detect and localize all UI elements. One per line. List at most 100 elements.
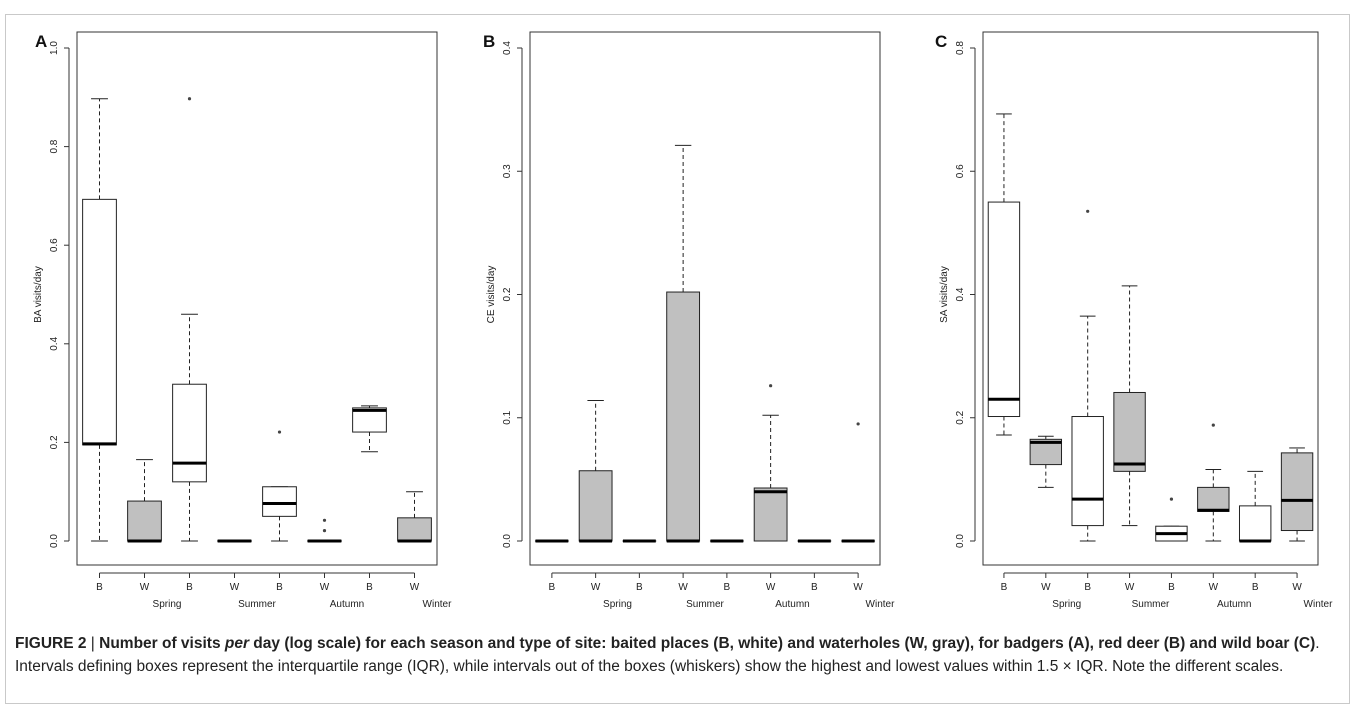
x-tick-label: W [1041,582,1051,593]
box-8 [397,491,432,543]
box-6 [1197,423,1230,542]
box-3 [1071,209,1104,542]
box-1 [82,98,117,542]
x-tick-label: B [1252,582,1259,593]
box-3 [172,97,207,542]
box-iqr [352,407,387,433]
x-tick-label: B [549,582,556,593]
x-tick-label: W [1209,582,1219,593]
box-7 [352,405,387,453]
y-tick-label: 0.6 [955,164,966,178]
x-tick-label: B [186,582,193,593]
caption-title-a: Number of visits [99,635,225,652]
box-iqr [578,470,613,542]
box-iqr [127,500,162,542]
x-tick-label: B [1001,582,1008,593]
box-5 [1155,497,1188,542]
outlier-point [1086,209,1090,213]
x-tick-label: B [724,582,731,593]
figure-frame [5,14,1350,704]
y-tick-label: 0.0 [502,534,513,548]
box-6 [307,518,342,543]
season-label: Winter [1304,599,1334,610]
season-label: Winter [423,599,453,610]
box-7 [1238,470,1272,543]
x-tick-label: W [230,582,240,593]
box-iqr [397,517,432,542]
season-label: Summer [1132,599,1170,610]
caption-figure-label: FIGURE 2 [15,635,87,652]
plot-area [76,31,438,566]
season-label: Summer [238,599,276,610]
x-tick-label: B [96,582,103,593]
x-tick-label: B [276,582,283,593]
outlier-point [277,430,282,434]
outlier-point [1211,423,1215,427]
box-iqr [262,486,297,517]
season-label: Summer [686,599,724,610]
outlier-point [187,97,192,101]
panel-label: B [483,32,495,51]
x-tick-label: W [591,582,601,593]
season-label: Winter [866,599,896,610]
x-tick-label: W [410,582,420,593]
y-axis-label: SA visits/day [939,266,950,323]
y-tick-label: 0.6 [49,238,60,252]
x-tick-label: B [811,582,818,593]
outlier-point [322,529,327,533]
plot-area [529,31,881,566]
caption-separator: | [86,635,100,652]
panel-label: C [935,32,947,51]
box-4 [1113,285,1146,527]
figure-charts: A 0.0 0.2 0.4 0.6 0.8 1.0 BA visits/day B W B W B W B W… [33,31,1334,610]
outlier-point [856,422,860,426]
outlier-point [1169,497,1174,501]
x-tick-label: W [140,582,150,593]
y-axis-label: BA visits/day [33,266,44,323]
box-2 [127,459,162,543]
y-tick-label: 0.2 [49,435,60,449]
x-tick-label: W [320,582,330,593]
y-tick-label: 0.0 [955,534,966,548]
y-tick-label: 0.4 [502,41,513,55]
box-iqr [82,198,117,446]
caption-title-b: day (log scale) for each season and type… [249,635,1316,652]
season-label: Spring [1052,599,1081,610]
box-5 [262,430,297,542]
season-label: Spring [603,599,632,610]
x-tick-label: B [1168,582,1175,593]
box-iqr [1113,391,1146,472]
x-tick-label: B [636,582,643,593]
panel-label: A [35,32,47,51]
y-axis-label: CE visits/day [486,266,497,324]
y-tick-label: 0.4 [955,287,966,301]
caption-body: . Intervals defining boxes represent the… [15,635,1320,675]
season-label: Autumn [775,599,809,610]
box-4 [666,144,701,543]
box-2 [1029,435,1063,488]
x-tick-label: B [1084,582,1091,593]
box-iqr [1280,452,1314,532]
box-iqr [987,201,1021,418]
season-label: Spring [153,599,182,610]
season-label: Autumn [1217,599,1251,610]
y-tick-label: 0.8 [49,139,60,153]
box-iqr [1071,416,1104,527]
season-label: Autumn [330,599,364,610]
y-tick-label: 0.8 [955,41,966,55]
box-iqr [172,383,207,483]
box-8 [841,422,876,543]
y-tick-label: 0.0 [49,534,60,548]
y-tick-label: 0.2 [955,410,966,424]
caption-title-italic: per [224,635,249,652]
x-tick-label: W [1125,582,1135,593]
box-iqr [1238,505,1272,542]
box-1 [987,113,1021,436]
x-tick-label: B [366,582,373,593]
box-iqr [753,487,788,542]
y-tick-label: 0.2 [502,287,513,301]
box-6 [753,384,788,542]
y-tick-label: 0.1 [502,410,513,424]
box-iqr [1197,486,1230,512]
